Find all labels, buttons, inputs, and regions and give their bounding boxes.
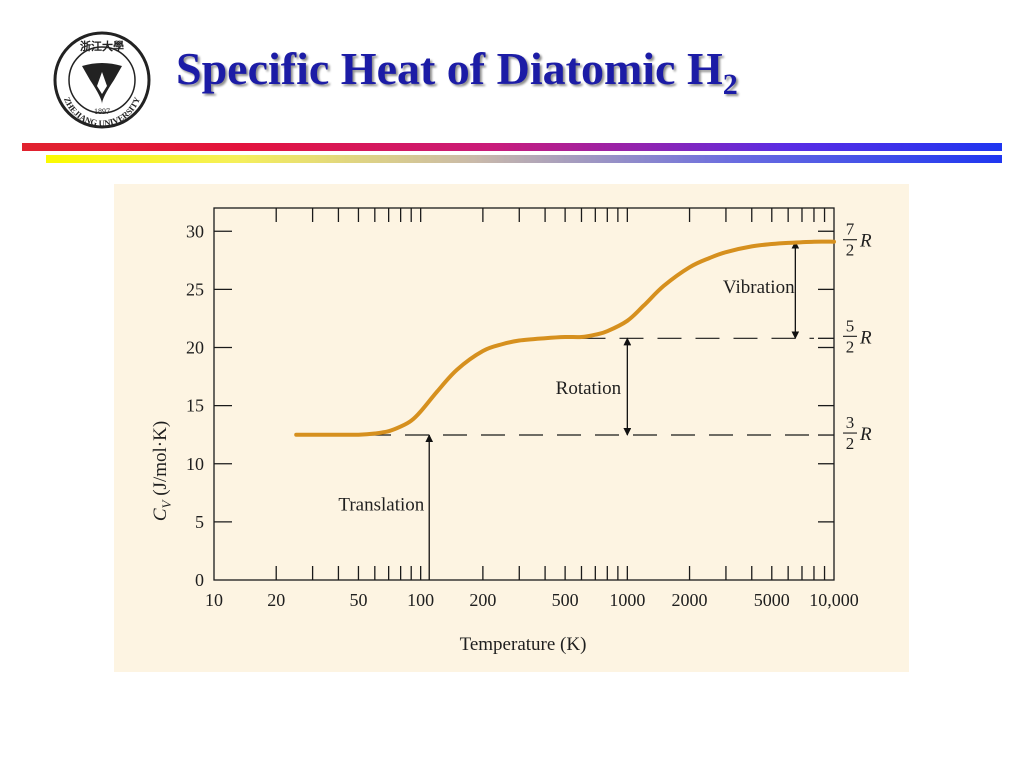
x-tick-label: 100: [407, 590, 434, 610]
decorative-band-top: [22, 143, 1002, 151]
x-axis-label: Temperature (K): [460, 634, 587, 655]
reference-level-numerator: 5: [846, 316, 855, 335]
x-tick-label: 10,000: [809, 590, 859, 610]
reference-level-variable: R: [859, 424, 872, 445]
reference-level-numerator: 7: [846, 220, 855, 239]
y-tick-label: 5: [195, 512, 204, 532]
x-tick-label: 50: [349, 590, 367, 610]
x-tick-label: 200: [469, 590, 496, 610]
slide-title: Specific Heat of Diatomic H2: [176, 43, 738, 100]
specific-heat-chart: 10 20 50 100 200 500 1000 2000 5000 10,000 0 5 10 15 2…: [150, 207, 872, 655]
y-tick-label: 25: [186, 279, 204, 299]
x-tick-label: 1000: [609, 590, 645, 610]
reference-level-numerator: 3: [846, 413, 855, 432]
y-tick-label: 0: [195, 570, 204, 590]
reference-level-denominator: 2: [846, 241, 855, 260]
annotation-label: Vibration: [723, 277, 795, 298]
plot-frame: [213, 207, 835, 581]
x-tick-label: 5000: [754, 590, 790, 610]
reference-level-variable: R: [859, 327, 872, 348]
reference-level-denominator: 2: [846, 337, 855, 356]
x-tick-label: 10: [205, 590, 223, 610]
logo-top-text: 浙江大學: [80, 39, 124, 53]
annotation-label: Translation: [338, 494, 424, 515]
y-tick-label: 10: [186, 454, 204, 474]
x-tick-label: 20: [267, 590, 285, 610]
specific-heat-curve: [294, 239, 836, 437]
slide-title-subscript: 2: [722, 68, 738, 101]
x-tick-label: 500: [552, 590, 579, 610]
zhejiang-university-seal-icon: 浙江大學 1897 ZHEJIANG UNIVERSITY: [53, 31, 151, 129]
chart-panel: 10 20 50 100 200 500 1000 2000 5000 10,000 0 5 10 15 2…: [114, 184, 909, 672]
reference-level-variable: R: [859, 231, 872, 252]
y-tick-label: 15: [186, 396, 204, 416]
annotation-label: Rotation: [556, 378, 622, 399]
y-tick-label: 30: [186, 221, 204, 241]
y-tick-label: 20: [186, 338, 204, 358]
slide-title-text: Specific Heat of Diatomic H: [176, 43, 723, 94]
reference-level-denominator: 2: [846, 434, 855, 453]
decorative-band-bottom: [46, 155, 1002, 163]
logo-year: 1897: [94, 107, 110, 116]
y-axis-label: CV (J/mol·K): [150, 421, 174, 521]
x-tick-label: 2000: [672, 590, 708, 610]
